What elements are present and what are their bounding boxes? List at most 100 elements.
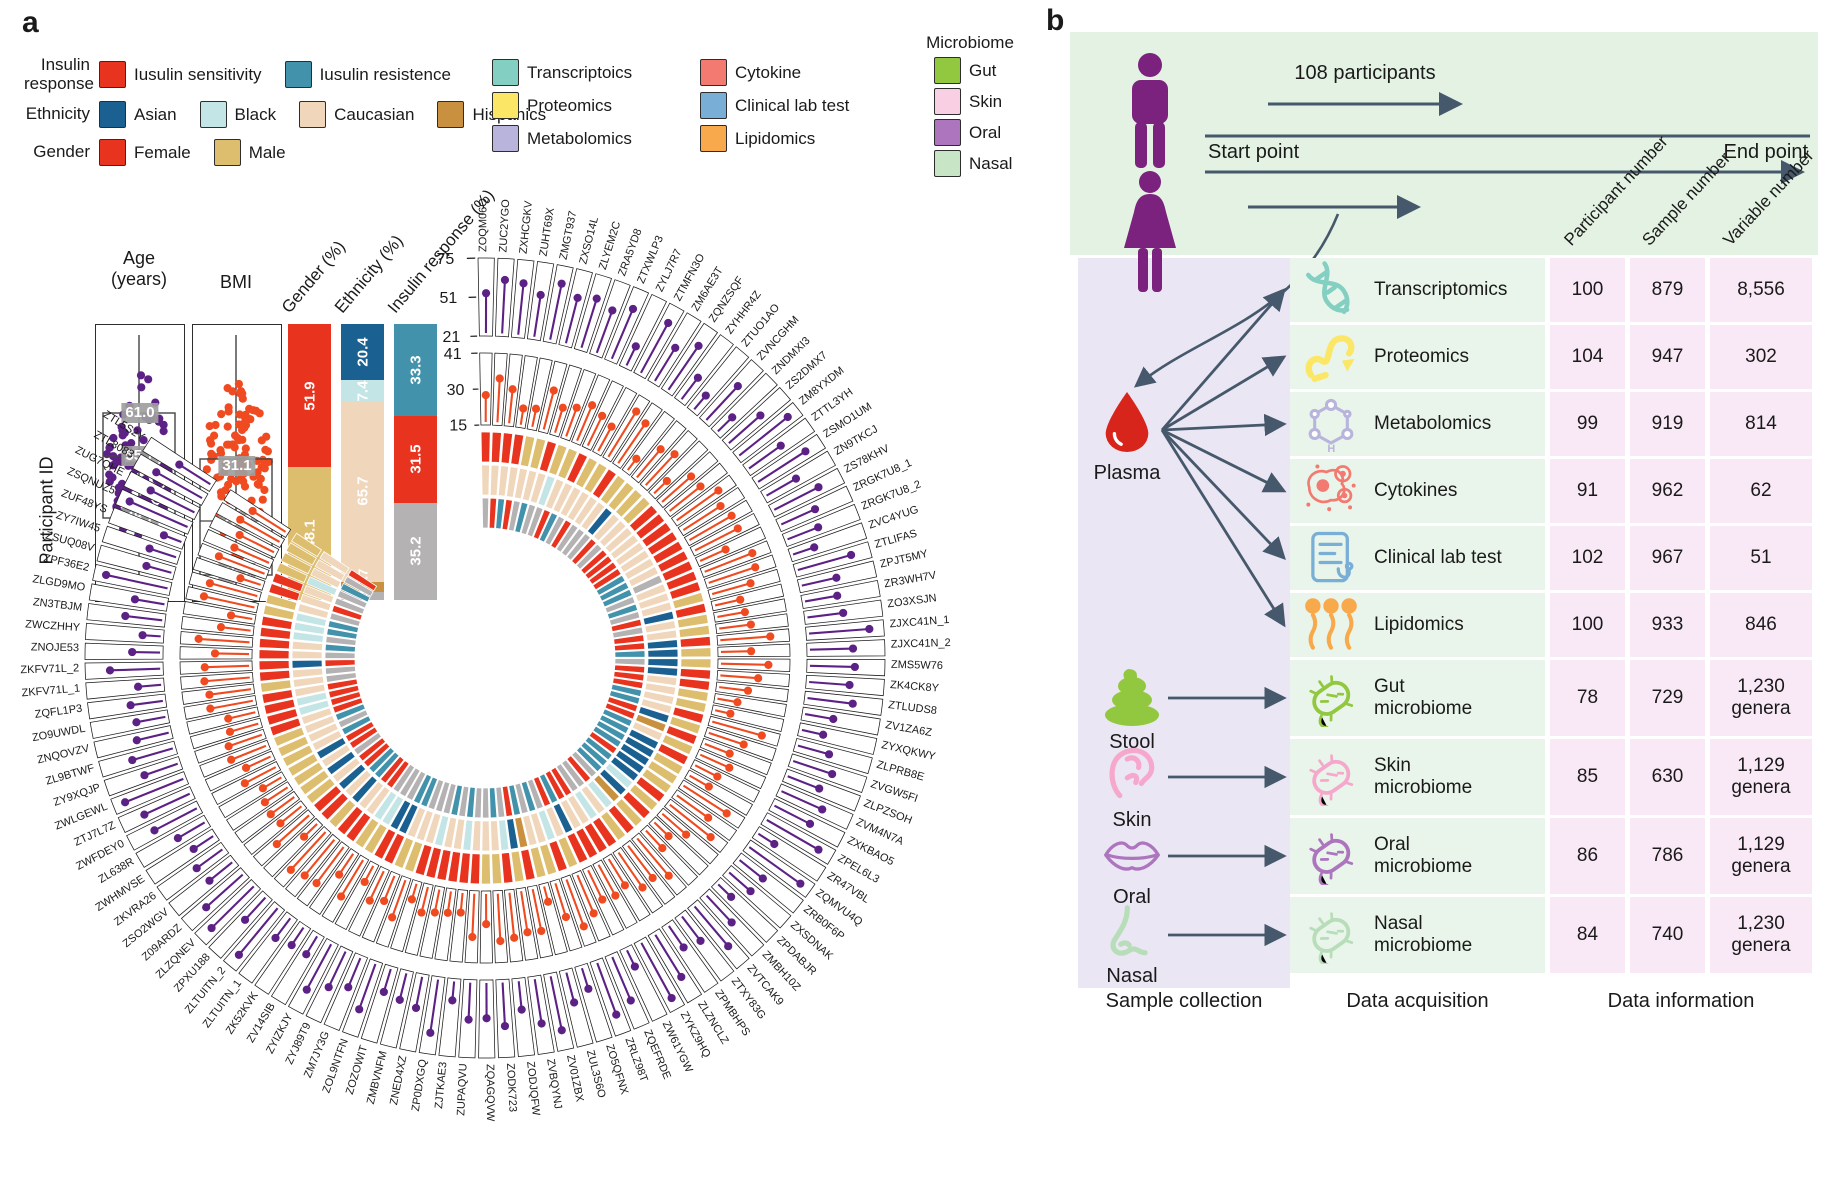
legend-item-label: Female	[134, 142, 191, 162]
participant-id-label: ZODK723	[504, 1063, 519, 1112]
ethnicity-sector	[295, 612, 328, 627]
gender-sector	[436, 849, 452, 882]
bmi-lollipop-dot	[664, 871, 673, 880]
bmi-lollipop-dot	[481, 391, 490, 400]
insulin-sector	[532, 508, 551, 540]
bmi-lollipop-stem	[576, 874, 595, 914]
bmi-sector	[434, 887, 457, 962]
gender-sector	[574, 457, 599, 489]
ethnicity-sector	[628, 728, 660, 750]
insulin-sector	[341, 715, 372, 736]
gender-sector	[629, 783, 659, 812]
ethnicity-sector	[627, 565, 660, 588]
insulin-sector	[333, 597, 366, 615]
gender-sector	[285, 542, 317, 566]
ethnicity-sector	[358, 780, 385, 810]
legend-item-label: Oral	[969, 122, 1002, 142]
legend-swatch	[934, 57, 961, 84]
acquisition-cell: Lipidomics	[1290, 593, 1545, 657]
insulin-sector	[580, 549, 608, 575]
bmi-lollipop-dot	[227, 755, 236, 764]
bmi-lollipop-stem	[368, 870, 385, 902]
gender-sector	[652, 540, 684, 565]
legend-item: Proteomics	[492, 92, 668, 119]
ethnicity-sector	[631, 721, 664, 742]
bmi-lollipop-dot	[286, 865, 295, 874]
bmi-lollipop-dot	[519, 404, 528, 413]
bmi-lollipop-dot	[388, 913, 397, 922]
gender-sector	[403, 840, 424, 873]
age-lollipop-stem	[774, 804, 811, 825]
legend-swatch	[700, 125, 727, 152]
ethnicity-sector	[291, 667, 324, 679]
bmi-lollipop-stem	[315, 846, 345, 884]
age-lollipop-dot	[234, 950, 244, 960]
age-lollipop-dot	[814, 483, 823, 492]
insulin-sector	[566, 755, 592, 783]
gender-sector	[261, 689, 294, 704]
bmi-lollipop-dot	[572, 403, 581, 412]
bmi-lollipop-dot	[537, 926, 546, 936]
bmi-lollipop-dot	[496, 936, 505, 946]
bmi-lollipop-dot	[589, 909, 598, 918]
bmi-lollipop-stem	[708, 566, 756, 584]
bmi-lollipop-stem	[644, 453, 676, 486]
insulin-sector	[544, 770, 566, 801]
participant-dot	[207, 449, 216, 458]
age-lollipop-dot	[701, 391, 710, 400]
participant-id-label: ZLGD9MO	[32, 573, 87, 594]
gender-sector	[363, 823, 388, 855]
bmi-lollipop-dot	[360, 877, 369, 887]
ethnicity-sector	[634, 583, 667, 603]
age-lollipop-dot	[324, 983, 333, 992]
bacteria-icon	[1302, 827, 1360, 885]
bmi-lollipop-dot	[725, 763, 734, 772]
ethnicity-sector	[497, 465, 510, 497]
participant-dot	[117, 422, 126, 432]
age-lollipop-stem	[564, 297, 579, 344]
bmi-lollipop-dot	[258, 784, 267, 793]
participant-id-label: ZUHT69X	[538, 206, 557, 257]
bmi-lollipop-stem	[699, 548, 727, 562]
age-lollipop-dot	[128, 755, 137, 765]
bmi-lollipop-dot	[725, 749, 734, 758]
age-lollipop-dot	[140, 771, 149, 780]
arrow	[1160, 429, 1286, 628]
arrow	[1161, 413, 1287, 437]
participant-dot	[137, 383, 146, 392]
legend-item-label: Gut	[969, 60, 997, 80]
sample-collection-background	[1078, 258, 1290, 988]
ethnicity-sector	[365, 785, 391, 816]
participant-id-label: ZTLIFAS	[873, 528, 918, 551]
insulin-sector	[532, 776, 552, 807]
bmi-lollipop-stem	[576, 404, 594, 442]
bmi-lollipop-stem	[636, 448, 662, 479]
bmi-lollipop-stem	[607, 410, 638, 458]
bmi-lollipop-dot	[713, 772, 722, 781]
circos-plot: ZOQM06Q ZUC2YGO ZXHCGKV ZUHT69X ZMGT937ZXSO1…	[20, 198, 951, 1122]
ethnicity-sector	[552, 802, 574, 834]
lab-report-icon	[1302, 529, 1360, 587]
age-lollipop-dot	[570, 998, 579, 1007]
age-lollipop-dot	[189, 844, 198, 854]
variable-number-cell: 1,230 genera	[1710, 897, 1812, 973]
ethnicity-sector	[505, 466, 519, 498]
bmi-lollipop-stem	[597, 426, 613, 452]
participant-number-value: 104	[1571, 346, 1604, 368]
panel-b: b 108 participants Start point End point…	[1040, 0, 1832, 1189]
bmi-lollipop-stem	[720, 662, 769, 666]
ethnicity-sector	[567, 794, 591, 825]
bmi-lollipop-stem	[276, 814, 310, 845]
age-lollipop-stem	[136, 731, 169, 742]
participant-id-label: ZV1ZA6Z	[884, 719, 933, 739]
legend-item: Metabolomics	[492, 125, 668, 152]
insulin-sector	[332, 697, 364, 714]
protein-icon	[1305, 335, 1355, 382]
age-lollipop-dot	[464, 1015, 473, 1024]
svg-text:H: H	[1327, 443, 1335, 453]
lips-icon	[1104, 841, 1160, 871]
bmi-lollipop-stem	[198, 637, 250, 644]
bmi-lollipop-stem	[617, 851, 644, 889]
gender-sector	[652, 751, 684, 776]
participant-number-value: 84	[1576, 924, 1599, 946]
